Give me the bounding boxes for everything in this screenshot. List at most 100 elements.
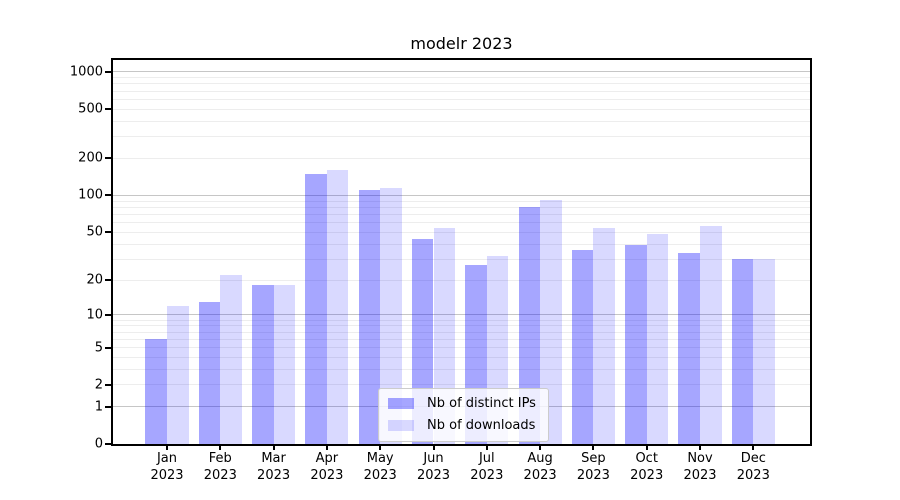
x-tick-mark: [166, 444, 168, 450]
gridline-minor: [113, 279, 810, 281]
x-tick-month: Jun: [423, 451, 444, 466]
legend-item-distinct-ips: Nb of distinct IPs: [388, 396, 536, 411]
gridline-minor: [113, 243, 810, 245]
bar-distinct-ips-apr: [305, 173, 327, 444]
x-tick-label: Jan 2023: [135, 450, 199, 484]
gridline-major: [113, 194, 810, 196]
x-tick-label: Jun 2023: [402, 450, 466, 484]
bar-downloads-apr: [326, 170, 349, 444]
x-tick-year: 2023: [683, 468, 717, 483]
y-tick-label: 1: [94, 399, 103, 415]
x-tick-mark: [539, 444, 542, 450]
gridline-minor: [113, 98, 810, 100]
y-tick-mark: [105, 346, 111, 349]
bar-distinct-ips-nov: [678, 252, 700, 444]
gridline-minor: [113, 136, 810, 138]
gridline-minor: [113, 325, 810, 327]
y-tick-mark: [105, 108, 111, 111]
gridline-minor: [113, 222, 810, 224]
y-tick-mark: [105, 231, 111, 234]
gridline-minor: [113, 384, 810, 386]
gridline-minor: [113, 120, 810, 122]
bar-downloads-mar: [273, 285, 296, 444]
y-tick-mark: [105, 405, 111, 408]
y-tick-label: 1000: [69, 64, 103, 80]
gridline-minor: [113, 319, 810, 321]
gridline-minor: [113, 338, 810, 340]
x-tick-label: Nov 2023: [668, 450, 732, 484]
x-tick-month: May: [366, 451, 394, 466]
gridline-minor: [113, 200, 810, 202]
plot-area: Nb of distinct IPs Nb of downloads: [111, 58, 812, 446]
y-tick-label: 50: [86, 224, 103, 240]
legend-label-distinct-ips: Nb of distinct IPs: [427, 396, 536, 411]
gridline-minor: [113, 368, 810, 370]
y-tick-label: 20: [86, 272, 103, 288]
x-tick-label: Mar 2023: [242, 450, 306, 484]
x-tick-mark: [752, 444, 755, 450]
bar-downloads-oct: [646, 234, 669, 444]
x-tick-label: Jul 2023: [455, 450, 519, 484]
legend-label-downloads: Nb of downloads: [427, 418, 536, 433]
x-tick-mark: [379, 444, 382, 450]
gridline-minor: [113, 83, 810, 85]
x-tick-year: 2023: [257, 468, 291, 483]
x-tick-mark: [592, 444, 595, 450]
gridline-minor: [113, 90, 810, 92]
y-tick-label: 500: [78, 101, 103, 117]
x-tick-label: Feb 2023: [188, 450, 252, 484]
x-tick-mark: [432, 444, 435, 450]
bar-distinct-ips-sep: [571, 249, 594, 444]
bar-distinct-ips-dec: [731, 259, 754, 444]
gridline-minor: [113, 347, 810, 348]
x-tick-month: Oct: [635, 451, 658, 466]
x-tick-mark: [645, 444, 648, 450]
x-tick-label: Oct 2023: [615, 450, 679, 484]
x-tick-mark: [272, 444, 275, 450]
gridline-minor: [113, 77, 810, 79]
gridline-minor: [113, 356, 810, 358]
x-tick-month: Jul: [478, 451, 495, 466]
bar-distinct-ips-may: [358, 189, 381, 444]
y-tick-mark: [105, 313, 111, 316]
gridline-major: [113, 314, 810, 316]
y-tick-mark: [105, 70, 111, 73]
x-tick-mark: [485, 444, 488, 450]
x-tick-month: Feb: [208, 451, 232, 466]
x-tick-month: Aug: [527, 451, 553, 466]
x-tick-year: 2023: [736, 468, 770, 483]
gridline-minor: [113, 331, 810, 333]
bar-distinct-ips-mar: [252, 285, 274, 444]
legend: Nb of distinct IPs Nb of downloads: [378, 388, 549, 442]
bar-downloads-nov: [700, 226, 722, 444]
bar-distinct-ips-aug: [518, 207, 541, 444]
gridline-minor: [113, 108, 810, 110]
gridline-major: [113, 71, 810, 73]
bar-downloads-feb: [220, 275, 242, 444]
x-tick-year: 2023: [416, 468, 451, 483]
bar-downloads-dec: [753, 259, 775, 444]
x-tick-year: 2023: [523, 468, 557, 483]
gridline-minor: [113, 213, 810, 215]
bar-downloads-may: [380, 187, 402, 444]
x-tick-month: Jan: [156, 451, 178, 466]
x-tick-label: Apr 2023: [295, 450, 359, 484]
y-tick-mark: [105, 279, 111, 282]
gridline-minor: [113, 157, 810, 159]
gridline-minor: [113, 258, 810, 260]
x-tick-label: May 2023: [348, 450, 412, 484]
bar-downloads-sep: [593, 228, 615, 444]
x-tick-year: 2023: [310, 468, 344, 483]
y-tick-label: 0: [94, 436, 103, 452]
y-tick-label: 100: [78, 187, 103, 203]
x-tick-month: Nov: [687, 451, 713, 466]
y-tick-label: 10: [86, 307, 103, 323]
x-tick-month: Dec: [740, 451, 766, 466]
bar-distinct-ips-jan: [145, 339, 167, 444]
gridline-minor: [113, 231, 810, 233]
x-tick-year: 2023: [363, 468, 397, 483]
x-tick-label: Sep 2023: [561, 450, 625, 484]
x-tick-label: Aug 2023: [508, 450, 572, 484]
x-tick-month: Apr: [315, 451, 339, 466]
